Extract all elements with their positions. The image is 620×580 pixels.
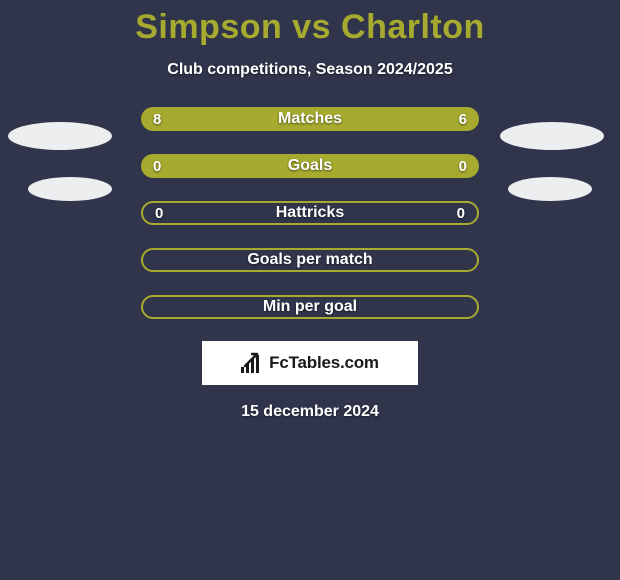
logo-arrow-icon bbox=[243, 350, 263, 370]
decorative-ellipse bbox=[508, 177, 592, 201]
logo-text: FcTables.com bbox=[269, 353, 379, 373]
date-label: 15 december 2024 bbox=[0, 403, 620, 421]
stat-label: Hattricks bbox=[276, 204, 344, 222]
stat-label: Goals per match bbox=[247, 251, 372, 269]
stat-right-value: 0 bbox=[457, 205, 465, 222]
stat-row: 8 Matches 6 bbox=[141, 107, 479, 131]
stat-row: 0 Hattricks 0 bbox=[141, 201, 479, 225]
subtitle: Club competitions, Season 2024/2025 bbox=[0, 61, 620, 79]
comparison-title: Simpson vs Charlton bbox=[0, 0, 620, 47]
stat-left-value: 0 bbox=[153, 158, 161, 175]
stat-row: Goals per match bbox=[141, 248, 479, 272]
stat-row: 0 Goals 0 bbox=[141, 154, 479, 178]
decorative-ellipse bbox=[8, 122, 112, 150]
vs-separator: vs bbox=[292, 8, 331, 46]
stat-row: Min per goal bbox=[141, 295, 479, 319]
player-b-name: Charlton bbox=[341, 8, 485, 46]
stat-label: Matches bbox=[278, 110, 342, 128]
stat-label: Goals bbox=[288, 157, 332, 175]
stat-label: Min per goal bbox=[263, 298, 357, 316]
player-a-name: Simpson bbox=[135, 8, 282, 46]
fctables-logo: FcTables.com bbox=[202, 341, 418, 385]
stat-left-value: 0 bbox=[155, 205, 163, 222]
stat-right-value: 0 bbox=[459, 158, 467, 175]
stat-right-value: 6 bbox=[459, 111, 467, 128]
stat-left-value: 8 bbox=[153, 111, 161, 128]
decorative-ellipse bbox=[500, 122, 604, 150]
decorative-ellipse bbox=[28, 177, 112, 201]
